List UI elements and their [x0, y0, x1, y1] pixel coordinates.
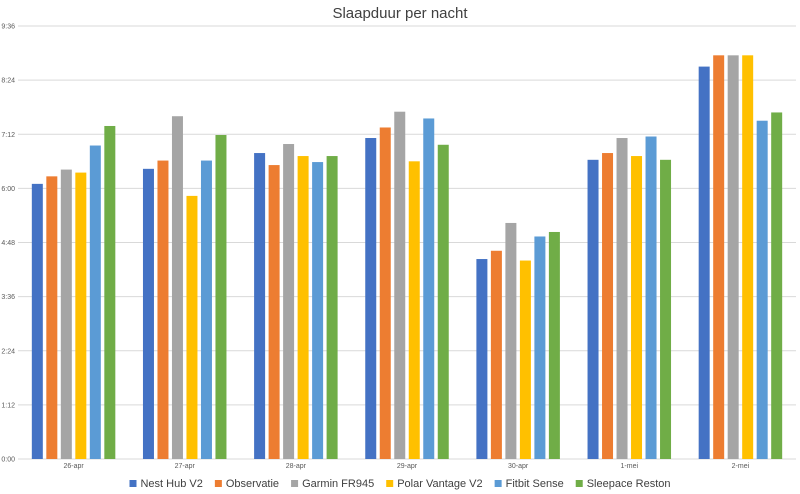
bars: [31, 55, 783, 460]
y-tick-label: 7:12: [1, 132, 15, 139]
bar: [519, 260, 531, 459]
y-tick-label: 4:48: [1, 240, 15, 247]
bar: [423, 118, 435, 460]
x-tick-label: 29-apr: [397, 463, 418, 470]
y-tick-label: 2:24: [1, 348, 15, 355]
y-axis: 0:00 1:12 2:24 3:36 4:48 6:00 7:12 8:24 9:36: [1, 24, 15, 464]
bar: [394, 111, 406, 460]
bar: [660, 159, 672, 459]
legend-label: Nest Hub V2: [140, 478, 202, 490]
bar: [713, 55, 725, 459]
y-tick-label: 9:36: [1, 24, 15, 31]
bar: [727, 55, 739, 459]
chart-title: Slaapduur per nacht: [332, 5, 468, 22]
x-tick-label: 27-apr: [175, 463, 196, 470]
bar: [548, 231, 560, 459]
legend-swatch: [386, 480, 394, 487]
bar: [742, 55, 754, 459]
bar: [490, 250, 502, 459]
y-tick-label: 6:00: [1, 186, 15, 193]
legend-label: Polar Vantage V2: [397, 478, 482, 490]
y-tick-label: 1:12: [1, 402, 15, 409]
x-tick-label: 28-apr: [286, 463, 307, 470]
bar: [89, 145, 101, 459]
legend-swatch: [214, 480, 222, 487]
bar: [379, 127, 391, 459]
legend-label: Observatie: [226, 478, 279, 490]
bar: [186, 195, 198, 459]
x-tick-label: 1-mei: [621, 463, 639, 470]
bar: [268, 165, 280, 460]
legend-swatch: [129, 480, 137, 487]
bar: [46, 176, 58, 459]
bar: [171, 116, 183, 459]
bar: [698, 66, 710, 459]
bar: [365, 138, 377, 460]
legend-swatch: [575, 480, 583, 487]
bar: [60, 169, 72, 459]
legend-swatch: [494, 480, 502, 487]
bar: [297, 156, 309, 459]
legend-label: Fitbit Sense: [506, 478, 564, 490]
bar: [326, 156, 338, 459]
bar: [31, 183, 43, 460]
y-tick-label: 3:36: [1, 294, 15, 301]
legend-label: Sleepace Reston: [587, 478, 671, 490]
bar: [215, 135, 227, 459]
bar: [616, 138, 628, 460]
x-tick-label: 26-apr: [63, 463, 84, 470]
bar: [631, 156, 643, 459]
bar: [771, 112, 783, 460]
bar: [200, 160, 212, 459]
legend-swatch: [291, 480, 299, 487]
bar: [283, 144, 295, 459]
bar: [437, 144, 449, 460]
y-tick-label: 0:00: [1, 457, 15, 464]
bar: [157, 160, 169, 459]
bar: [756, 120, 768, 459]
bar: [408, 161, 420, 459]
bar: [505, 222, 517, 459]
bar: [476, 259, 488, 459]
bar: [645, 136, 657, 460]
gridlines: [18, 25, 796, 460]
bar: [312, 162, 324, 459]
y-tick-label: 8:24: [1, 78, 15, 85]
bar: [75, 172, 87, 459]
bar: [602, 153, 614, 459]
bar: [587, 159, 599, 459]
x-tick-label: 30-apr: [508, 463, 529, 470]
legend-label: Garmin FR945: [302, 478, 374, 490]
x-axis: 26-apr 27-apr 28-apr 29-apr 30-apr 1-mei 2-mei: [63, 463, 749, 470]
legend: Nest Hub V2 Observatie Garmin FR945 Polar V…: [129, 478, 671, 490]
bar: [104, 125, 116, 460]
bar: [254, 153, 266, 459]
bar: [142, 168, 154, 459]
bar: [534, 236, 546, 459]
x-tick-label: 2-mei: [732, 463, 750, 470]
